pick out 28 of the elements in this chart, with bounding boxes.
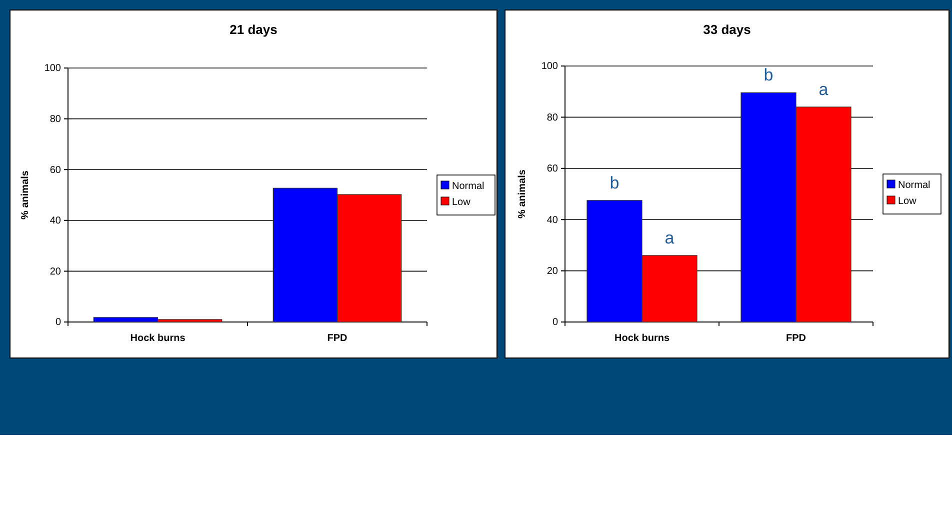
- y-axis-title: % animals: [20, 170, 31, 220]
- x-tick-label: Hock burns: [130, 333, 186, 344]
- chart-title: 21 days: [230, 22, 278, 37]
- annotation: a: [818, 80, 829, 99]
- legend-label: Normal: [452, 181, 484, 192]
- y-tick-label: 60: [50, 164, 62, 176]
- annotation: b: [764, 66, 774, 85]
- x-tick-label: FPD: [786, 333, 806, 344]
- y-tick-label: 100: [541, 61, 558, 72]
- y-tick-label: 100: [44, 63, 62, 74]
- y-tick-label: 40: [50, 216, 62, 227]
- x-tick-label: FPD: [327, 333, 348, 344]
- y-axis-title: % animals: [517, 169, 528, 218]
- y-tick-label: 40: [546, 214, 558, 226]
- y-tick-label: 20: [50, 266, 62, 278]
- x-tick-label: Hock burns: [614, 333, 670, 344]
- y-tick-label: 0: [552, 317, 558, 328]
- y-tick-label: 0: [55, 317, 62, 328]
- annotation: a: [664, 228, 675, 248]
- y-tick-label: 60: [546, 164, 558, 175]
- annotation: b: [610, 173, 620, 192]
- y-tick-label: 80: [50, 114, 62, 125]
- legend-label: Low: [898, 196, 918, 207]
- legend-label: Normal: [898, 180, 930, 191]
- y-tick-label: 80: [546, 112, 558, 124]
- y-tick-label: 20: [546, 266, 558, 277]
- legend-label: Low: [452, 197, 472, 208]
- chart-title: 33 days: [703, 22, 751, 37]
